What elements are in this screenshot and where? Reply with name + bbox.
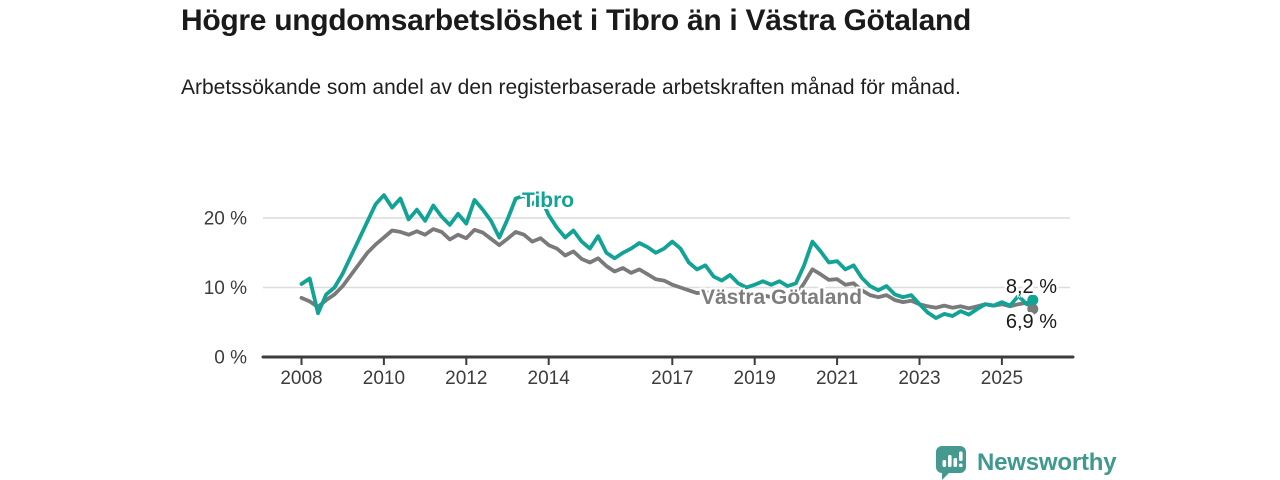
end-value-label-tibro: 8,2 % (1005, 276, 1057, 298)
newsworthy-logo-icon (936, 446, 966, 480)
y-axis-tick-label: 0 % (214, 348, 247, 369)
x-axis-tick-label: 2019 (734, 368, 776, 389)
y-axis-tick-label: 10 % (204, 278, 247, 299)
x-axis-tick-label: 2023 (898, 368, 940, 389)
x-axis-tick-label: 2017 (651, 368, 693, 389)
series-label-vastra-gotaland: Västra Götaland (701, 286, 863, 309)
end-dot-tibro (1027, 294, 1039, 306)
x-axis-tick-label: 2021 (816, 368, 858, 389)
series-label-tibro: Tibro (522, 189, 575, 212)
newsworthy-logo: Newsworthy (934, 445, 1117, 480)
line-tibro (299, 193, 1035, 321)
y-axis-tick-label: 20 % (204, 209, 247, 230)
end-dot-v-stra-g-taland (1027, 303, 1039, 315)
chart-subtitle: Arbetssökande som andel av den registerb… (181, 76, 961, 99)
x-axis-tick-label: 2012 (445, 368, 487, 389)
x-axis-tick-label: 2010 (363, 368, 405, 389)
chart-title: Högre ungdomsarbetslöshet i Tibro än i V… (181, 4, 972, 37)
x-axis-tick-label: 2008 (280, 368, 322, 389)
newsworthy-logo-text: Newsworthy (977, 448, 1117, 476)
x-axis-tick-label: 2025 (981, 368, 1023, 389)
line-v-stra-g-taland (299, 227, 1035, 311)
x-axis-tick-label: 2014 (528, 368, 571, 389)
end-value-label-vastra-gotaland: 6,9 % (1005, 311, 1057, 333)
